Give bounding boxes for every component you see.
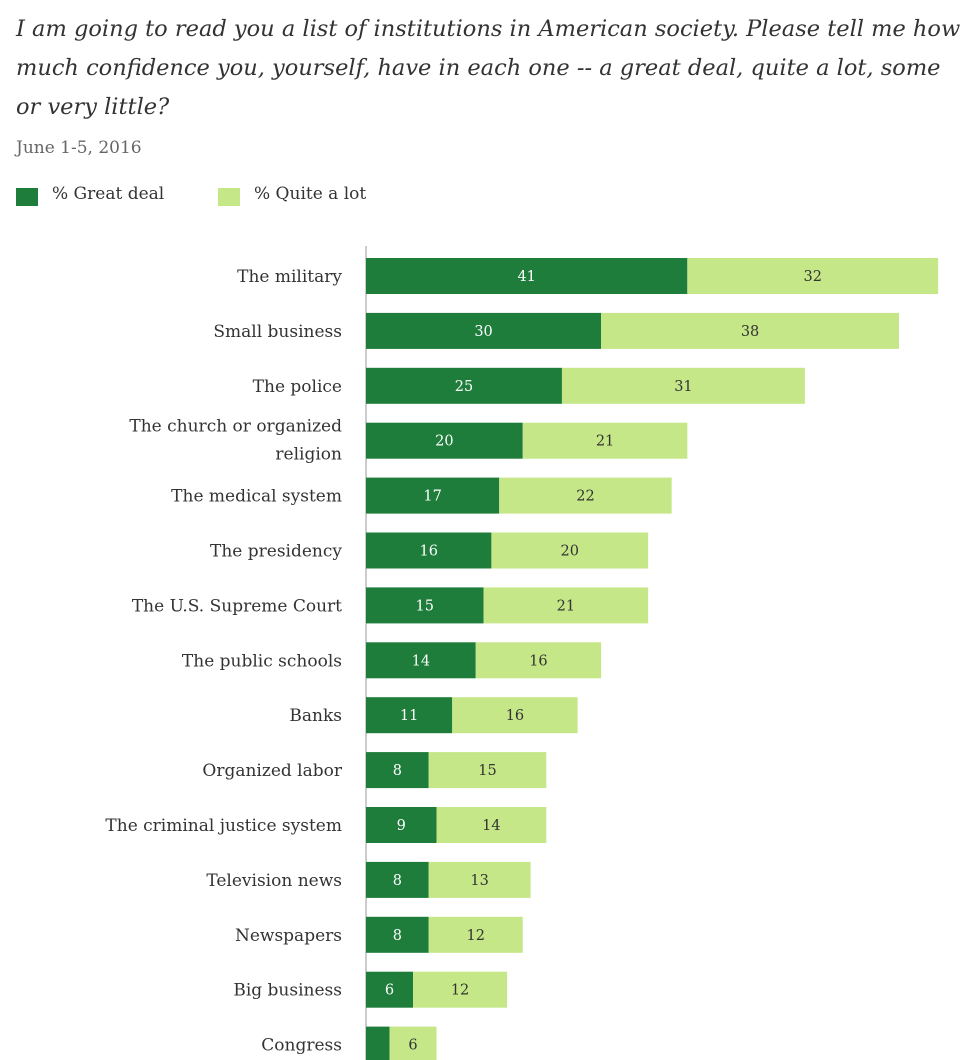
- value-label-great-deal: 8: [393, 928, 402, 944]
- value-label-great-deal: 9: [397, 818, 406, 834]
- category-label: The criminal justice system: [105, 816, 342, 836]
- bar-great-deal: [366, 642, 476, 679]
- category-label: The church or organized religion: [129, 417, 342, 465]
- bar-great-deal: [366, 587, 484, 624]
- category-label: Small business: [213, 322, 342, 342]
- category-label: The medical system: [171, 487, 342, 507]
- bar-great-deal: [366, 861, 429, 898]
- value-label-great-deal: 14: [412, 653, 430, 669]
- bar-great-deal: [366, 1026, 390, 1060]
- value-label-quite-a-lot: 14: [482, 818, 500, 834]
- value-label-quite-a-lot: 22: [576, 489, 594, 505]
- bar-quite-a-lot: [452, 697, 578, 734]
- value-label-quite-a-lot: 15: [478, 763, 496, 779]
- bar-quite-a-lot: [389, 1026, 437, 1060]
- bar-quite-a-lot: [499, 477, 672, 514]
- bar-great-deal: [366, 916, 429, 953]
- bar-quite-a-lot: [428, 916, 523, 953]
- value-label-quite-a-lot: 38: [741, 324, 759, 340]
- value-label-great-deal: 11: [400, 708, 418, 724]
- bar-quite-a-lot: [601, 312, 899, 349]
- category-label: Organized labor: [202, 761, 342, 781]
- bar-quite-a-lot: [687, 258, 939, 294]
- category-label: Banks: [289, 706, 342, 726]
- legend-label-quite-a-lot: % Quite a lot: [254, 184, 367, 204]
- bar-great-deal: [366, 422, 523, 459]
- value-label-quite-a-lot: 32: [804, 269, 822, 285]
- legend-label-great-deal: % Great deal: [52, 184, 165, 204]
- value-label-great-deal: 8: [393, 873, 402, 889]
- value-label-quite-a-lot: 13: [470, 873, 488, 889]
- value-label-great-deal: 17: [423, 489, 441, 505]
- bar-great-deal: [366, 971, 414, 1008]
- category-label: The police: [253, 377, 342, 397]
- value-label-quite-a-lot: 20: [561, 544, 579, 560]
- value-label-quite-a-lot: 12: [451, 983, 469, 999]
- bar-quite-a-lot: [491, 532, 649, 569]
- category-label: Newspapers: [235, 926, 342, 946]
- category-label: Congress: [261, 1036, 342, 1056]
- value-label-great-deal: 8: [393, 763, 402, 779]
- category-label: Television news: [206, 871, 342, 891]
- value-label-great-deal: 15: [416, 598, 434, 614]
- bar-quite-a-lot: [522, 422, 688, 459]
- bar-quite-a-lot: [436, 807, 547, 843]
- legend-swatch-quite-a-lot: [218, 188, 240, 206]
- bar-great-deal: [366, 697, 453, 734]
- bar-great-deal: [366, 312, 602, 349]
- bar-great-deal: [366, 477, 500, 514]
- value-label-quite-a-lot: 21: [557, 598, 575, 614]
- bar-quite-a-lot: [483, 587, 649, 624]
- category-label: The military: [237, 267, 342, 287]
- value-label-quite-a-lot: 6: [408, 1038, 417, 1054]
- value-label-quite-a-lot: 21: [596, 434, 614, 450]
- value-label-great-deal: 30: [474, 324, 492, 340]
- legend-swatch-great-deal: [16, 188, 38, 206]
- value-label-great-deal: 41: [517, 269, 535, 285]
- survey-date: June 1-5, 2016: [16, 138, 142, 158]
- category-label: Big business: [233, 981, 342, 1001]
- category-label: The public schools: [182, 651, 342, 671]
- bar-quite-a-lot: [475, 642, 602, 679]
- bar-quite-a-lot: [413, 971, 508, 1008]
- value-label-quite-a-lot: 16: [529, 653, 547, 669]
- bar-great-deal: [366, 367, 562, 404]
- category-label: The presidency: [210, 542, 342, 562]
- value-label-great-deal: 25: [455, 379, 473, 395]
- value-label-great-deal: 16: [419, 544, 437, 560]
- value-label-great-deal: 6: [385, 983, 394, 999]
- value-label-quite-a-lot: 12: [467, 928, 485, 944]
- value-label-quite-a-lot: 31: [674, 379, 692, 395]
- category-label: The U.S. Supreme Court: [132, 596, 342, 616]
- value-label-quite-a-lot: 16: [506, 708, 524, 724]
- bar-great-deal: [366, 258, 688, 294]
- bar-great-deal: [366, 807, 437, 843]
- bar-quite-a-lot: [561, 367, 805, 404]
- bar-great-deal: [366, 532, 492, 569]
- bar-great-deal: [366, 752, 429, 789]
- value-label-great-deal: 20: [435, 434, 453, 450]
- bar-quite-a-lot: [428, 861, 531, 898]
- bar-quite-a-lot: [428, 752, 547, 789]
- survey-question: I am going to read you a list of institu…: [16, 16, 961, 120]
